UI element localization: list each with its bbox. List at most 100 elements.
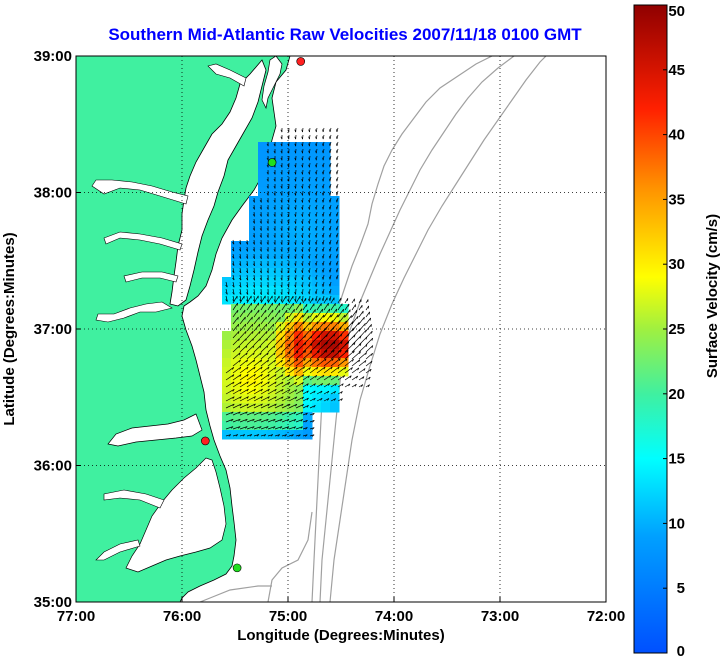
vector-head bbox=[331, 320, 333, 324]
velocity-cell bbox=[258, 178, 268, 188]
velocity-cell bbox=[285, 160, 295, 170]
velocity-cell bbox=[303, 340, 313, 350]
velocity-vector bbox=[232, 374, 242, 381]
velocity-vector bbox=[274, 426, 283, 430]
velocity-cell bbox=[294, 241, 304, 251]
velocity-cell bbox=[231, 421, 241, 431]
velocity-vector bbox=[281, 316, 289, 325]
vector-head bbox=[317, 358, 320, 362]
velocity-vector bbox=[267, 323, 275, 332]
vector-head bbox=[245, 345, 248, 348]
vector-head bbox=[288, 367, 290, 370]
velocity-vector bbox=[253, 411, 262, 416]
vector-head bbox=[306, 405, 309, 408]
velocity-vector bbox=[239, 426, 248, 430]
velocity-vector bbox=[344, 358, 354, 367]
vector-head bbox=[267, 366, 270, 370]
vector-head bbox=[329, 171, 331, 175]
velocity-cell bbox=[321, 214, 331, 224]
vector-head bbox=[232, 270, 235, 274]
velocity-cell bbox=[303, 367, 313, 377]
velocity-cell bbox=[339, 367, 349, 377]
albemarle-sound bbox=[107, 413, 203, 447]
velocity-vector bbox=[239, 403, 249, 409]
velocity-vector bbox=[253, 345, 262, 353]
vector-head bbox=[273, 150, 276, 154]
velocity-vector bbox=[309, 390, 316, 395]
vector-head bbox=[245, 426, 248, 429]
vector-head bbox=[239, 359, 241, 363]
velocity-vector bbox=[323, 358, 334, 367]
velocity-cell bbox=[240, 367, 250, 377]
velocity-cell bbox=[303, 277, 313, 287]
vector-head bbox=[315, 255, 317, 259]
vector-head bbox=[301, 256, 303, 259]
velocity-cell bbox=[267, 385, 277, 395]
vector-head bbox=[296, 335, 299, 339]
vector-head bbox=[266, 426, 269, 429]
vector-head bbox=[329, 143, 331, 147]
vector-head bbox=[287, 164, 290, 168]
vector-head bbox=[304, 342, 307, 346]
vector-head bbox=[315, 284, 317, 287]
velocity-vector bbox=[315, 281, 318, 287]
velocity-vector bbox=[232, 426, 241, 430]
velocity-vector bbox=[253, 366, 263, 374]
velocity-cell bbox=[249, 277, 259, 287]
velocity-vector bbox=[344, 298, 349, 304]
velocity-cell bbox=[258, 241, 268, 251]
velocity-cell bbox=[285, 169, 295, 179]
vector-head bbox=[301, 192, 303, 196]
colorbar-tick-label: 0 bbox=[677, 643, 685, 659]
velocity-cell bbox=[258, 250, 268, 260]
vector-head bbox=[340, 391, 343, 394]
vector-head bbox=[259, 411, 262, 414]
colorbar-tick-label: 45 bbox=[668, 62, 685, 79]
vector-head bbox=[246, 359, 249, 363]
velocity-vector bbox=[344, 383, 351, 388]
velocity-cell bbox=[330, 376, 340, 386]
x-tick-label: 76:00 bbox=[163, 608, 201, 625]
velocity-vector bbox=[239, 316, 246, 325]
velocity-vector bbox=[232, 411, 241, 416]
velocity-cell bbox=[294, 376, 304, 386]
velocity-vector bbox=[253, 316, 260, 325]
velocity-cell bbox=[222, 412, 232, 422]
velocity-cell bbox=[285, 214, 295, 224]
vector-head bbox=[363, 368, 366, 371]
velocity-cell bbox=[285, 250, 295, 260]
vector-head bbox=[259, 299, 262, 303]
vector-head bbox=[306, 397, 309, 401]
velocity-vector bbox=[337, 349, 349, 360]
velocity-vector bbox=[267, 330, 275, 339]
vector-head bbox=[277, 434, 281, 437]
velocity-vector bbox=[337, 320, 347, 332]
vector-head bbox=[315, 164, 317, 168]
vector-head bbox=[357, 316, 359, 319]
velocity-cell bbox=[231, 358, 241, 368]
velocity-vector bbox=[260, 396, 270, 402]
vector-head bbox=[294, 143, 297, 147]
vector-head bbox=[273, 200, 276, 203]
velocity-vector bbox=[351, 322, 360, 332]
velocity-vector bbox=[253, 434, 260, 437]
vector-head bbox=[266, 418, 269, 422]
vector-head bbox=[245, 338, 247, 341]
vector-head bbox=[369, 317, 371, 321]
vector-head bbox=[302, 314, 304, 318]
velocity-cell bbox=[267, 241, 277, 251]
velocity-vector bbox=[295, 295, 301, 304]
vector-head bbox=[287, 270, 290, 274]
vector-head bbox=[308, 284, 310, 288]
velocity-vector bbox=[239, 288, 242, 295]
vector-head bbox=[251, 323, 254, 327]
vector-head bbox=[313, 405, 316, 408]
velocity-vector bbox=[239, 345, 248, 353]
vector-head bbox=[301, 389, 304, 392]
vector-head bbox=[370, 360, 373, 364]
vector-head bbox=[239, 388, 242, 392]
vector-head bbox=[345, 320, 347, 324]
velocity-vector bbox=[337, 366, 347, 374]
vector-head bbox=[267, 381, 270, 385]
